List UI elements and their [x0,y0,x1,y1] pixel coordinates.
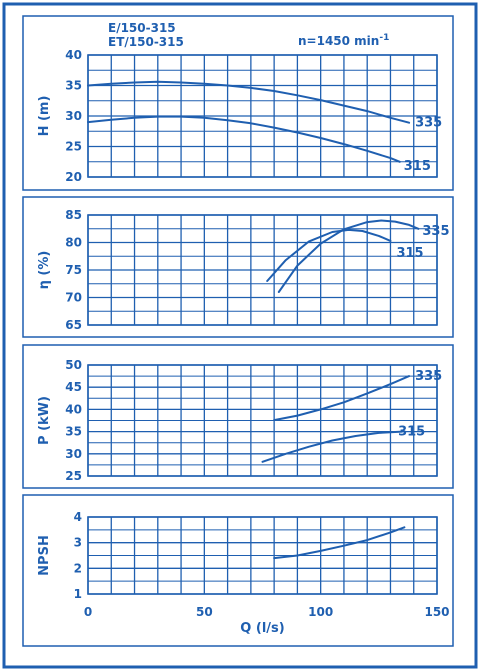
panel-3-y-tick-label: 40 [65,402,82,416]
panel-3-y-tick-label: 45 [65,380,82,394]
panel-2-y-tick-label: 65 [65,318,82,332]
panel-2-plot-border [87,214,438,326]
panel-1-y-tick-label: 40 [65,48,82,62]
panel-2-series-label-315: 315 [396,246,423,261]
panel-1-series-label-315: 315 [404,159,431,174]
panel-3-curve-335 [273,375,411,422]
panel-1-y-tick-label: 35 [65,79,82,93]
x-tick-label: 0 [84,605,92,619]
x-tick-label: 50 [196,605,213,619]
model-label-e: E/150-315 [108,21,176,35]
x-axis-label: Q (l/s) [240,621,284,636]
panel-1-curve-335 [87,80,411,124]
panel-4-frame [22,494,454,647]
panel-3-series-label-315: 315 [398,425,425,440]
panel-2-series-label-335: 335 [422,224,449,239]
panel-3-y-tick-label: 50 [65,358,82,372]
panel-4-plot-border [87,516,438,595]
panel-2-y-axis-label: η (%) [37,251,52,290]
panel-2-curve-315 [266,228,392,282]
panel-4-y-tick-label: 3 [74,536,82,550]
x-tick-label: 100 [308,605,333,619]
panel-4-curve-npsh [273,526,406,560]
panel-3-y-axis-label: P (kW) [37,396,52,445]
panel-1-frame [22,15,454,191]
panel-1-series-label-335: 335 [415,116,442,131]
panel-3-plot-border [87,364,438,477]
panel-3-series-label-335: 335 [415,369,442,384]
panel-1-y-tick-label: 20 [65,170,82,184]
panel-2-y-tick-label: 75 [65,263,82,277]
panel-3-frame [22,344,454,489]
panel-2-y-tick-label: 80 [65,236,82,250]
panel-3-curve-315 [261,430,404,463]
panel-1-y-axis-label: H (m) [37,96,52,137]
speed-label: n=1450 min-1 [298,33,389,48]
panel-4-y-tick-label: 1 [74,587,82,601]
panel-4-y-tick-label: 4 [74,510,82,524]
panel-4-y-tick-label: 2 [74,561,82,575]
speed-exponent: -1 [379,33,389,43]
panel-1-plot-border [87,54,438,178]
panel-2-y-tick-label: 85 [65,208,82,222]
panel-3-y-tick-label: 30 [65,447,82,461]
panel-1-curve-315 [87,115,401,163]
panel-3-y-tick-label: 35 [65,425,82,439]
panel-1-y-tick-label: 30 [65,109,82,123]
panel-3-y-tick-label: 25 [65,469,82,483]
panel-4-y-axis-label: NPSH [37,535,52,576]
x-tick-label: 150 [424,605,449,619]
panel-2-y-tick-label: 70 [65,291,82,305]
panel-1-y-tick-label: 25 [65,140,82,154]
model-label-et: ET/150-315 [108,35,184,49]
panel-2-curve-335 [277,219,420,293]
